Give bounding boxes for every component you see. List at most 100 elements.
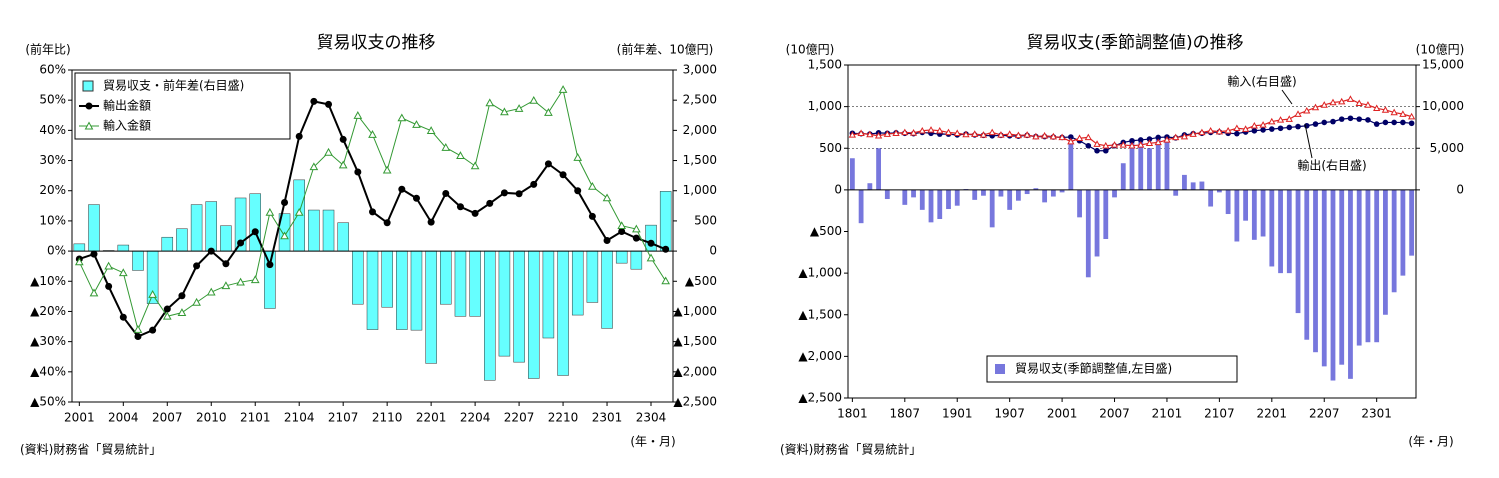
bar [867, 183, 873, 190]
bar [1234, 189, 1240, 242]
bar [1225, 189, 1231, 215]
marker [1338, 116, 1345, 122]
x-tick-label: 2110 [372, 411, 403, 425]
marker [514, 104, 524, 112]
marker [1311, 103, 1320, 111]
x-axis-label: (年・月) [630, 435, 675, 449]
bar [1365, 189, 1371, 343]
bar [937, 189, 943, 220]
marker [1023, 131, 1031, 138]
legend-swatch [82, 80, 94, 92]
x-tick-label: 2301 [1361, 407, 1392, 421]
bar [1190, 182, 1196, 190]
x-tick-label: 2207 [1309, 407, 1340, 421]
bar [527, 250, 540, 379]
marker [632, 234, 640, 242]
annotation-arrow [1304, 123, 1313, 159]
marker [1408, 120, 1415, 127]
bar [1260, 189, 1266, 237]
marker [1260, 127, 1266, 133]
annotation: 輸入(右目盛) [1227, 74, 1296, 89]
bar [876, 148, 881, 190]
bar [1243, 189, 1249, 221]
y2-tick-label: 500 [694, 213, 717, 227]
legend-label: 輸入金額 [103, 118, 151, 133]
marker [953, 129, 961, 137]
marker [515, 190, 523, 198]
marker [662, 245, 670, 253]
source: (資料)財務省「貿易統計」 [20, 442, 161, 457]
marker [412, 120, 421, 128]
y-tick-label: ▲2,000 [798, 349, 842, 363]
marker [944, 128, 953, 136]
bar [1120, 163, 1126, 190]
bar [1383, 189, 1388, 315]
marker [134, 333, 142, 341]
bar [117, 244, 130, 252]
marker [1234, 130, 1240, 137]
marker [104, 261, 113, 270]
marker [1049, 132, 1057, 140]
x-tick-label: 1807 [890, 407, 921, 421]
marker [442, 189, 450, 197]
y-tick-label: ▲1,000 [798, 266, 842, 280]
bar [1173, 189, 1179, 196]
marker [383, 219, 391, 227]
marker [163, 305, 171, 313]
bar [396, 250, 408, 330]
marker [207, 247, 215, 255]
marker [848, 131, 857, 138]
marker [1068, 134, 1074, 140]
marker [1329, 98, 1337, 106]
bar [858, 189, 864, 224]
bar [601, 250, 613, 329]
marker [354, 168, 362, 176]
y2-tick-label: ▲1,000 [673, 304, 717, 318]
x-tick-label: 2107 [328, 411, 359, 425]
marker [988, 128, 996, 136]
bar [1068, 141, 1074, 190]
bar [1059, 189, 1065, 193]
marker [1215, 127, 1224, 135]
y-tick-label: 50% [39, 93, 66, 107]
bar [1129, 141, 1135, 190]
marker [500, 189, 508, 197]
marker [426, 126, 436, 134]
marker [1312, 121, 1319, 127]
bar [469, 250, 481, 317]
marker [530, 180, 538, 188]
marker [603, 237, 611, 245]
x-tick-label: 1801 [837, 407, 868, 421]
marker [544, 160, 552, 168]
marker [470, 161, 480, 170]
bar [919, 189, 925, 210]
source: (資料)財務省「貿易統計」 [780, 442, 921, 457]
x-tick-label: 2101 [1152, 407, 1183, 421]
marker [119, 313, 127, 321]
marker [1277, 125, 1284, 132]
marker [1084, 133, 1092, 141]
marker [1250, 121, 1258, 129]
bar [73, 243, 86, 252]
marker [193, 262, 201, 270]
legend-swatch [85, 102, 93, 110]
bar [220, 225, 232, 252]
marker [1294, 110, 1302, 117]
bar [911, 189, 916, 198]
marker [866, 130, 874, 138]
bar [659, 191, 672, 252]
bar [264, 250, 276, 309]
chart: 貿易収支(季節調整値)の推移 (10億円) (10億円) (年・月) (資料)財務省「貿… [780, 33, 1464, 457]
bar [1164, 135, 1170, 190]
marker [1330, 118, 1336, 125]
bar [849, 158, 855, 190]
bar [1085, 189, 1091, 278]
marker [105, 282, 113, 290]
bar [1295, 189, 1301, 314]
marker [909, 129, 918, 136]
marker [427, 218, 435, 226]
marker [918, 126, 926, 134]
marker [1364, 101, 1372, 108]
marker [309, 162, 319, 171]
y2-tick-label: 0 [709, 244, 717, 258]
